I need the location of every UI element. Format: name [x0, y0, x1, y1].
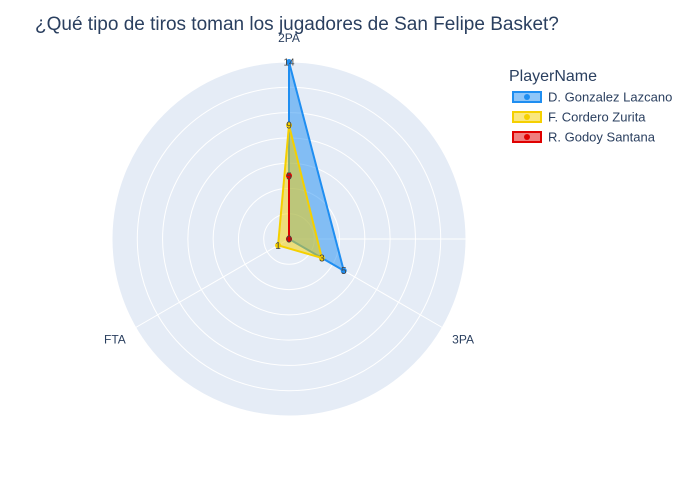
legend-marker	[524, 134, 530, 140]
legend-marker	[524, 114, 530, 120]
series-2: 500	[286, 171, 292, 246]
legend-item-0: D. Gonzalez Lazcano	[512, 90, 672, 105]
data-point	[286, 236, 292, 242]
axis-label-fta: FTA	[104, 333, 126, 347]
data-point	[275, 242, 282, 249]
legend-item-2: R. Godoy Santana	[512, 130, 656, 145]
data-point	[286, 122, 292, 129]
chart-title: ¿Qué tipo de tiros toman los jugadores d…	[35, 14, 559, 35]
gridline-spoke	[135, 238, 290, 328]
legend-item-1: F. Cordero Zurita	[512, 110, 646, 125]
data-point	[340, 267, 347, 274]
data-label: 14	[283, 58, 295, 69]
data-label: 5	[286, 171, 292, 182]
axis-labels: 2PA 3PA FTA	[104, 31, 474, 347]
legend: PlayerName D. Gonzalez Lazcano F. Cordero…	[509, 68, 672, 145]
axis-label-2pa: 2PA	[278, 31, 300, 45]
axis-label-3pa: 3PA	[452, 333, 474, 347]
data-label: 5	[341, 266, 347, 277]
data-point	[286, 59, 292, 65]
legend-label: F. Cordero Zurita	[548, 110, 646, 125]
legend-label: D. Gonzalez Lazcano	[548, 90, 672, 105]
legend-title: PlayerName	[509, 68, 597, 85]
data-label: 3	[319, 253, 325, 264]
legend-label: R. Godoy Santana	[548, 130, 656, 145]
data-point	[318, 254, 325, 261]
data-label: 1	[275, 241, 281, 252]
data-point	[286, 172, 292, 179]
series-layer: 1450931500	[275, 58, 347, 277]
legend-marker	[524, 94, 530, 100]
data-label: 0	[286, 235, 292, 246]
data-label: 9	[286, 121, 292, 132]
